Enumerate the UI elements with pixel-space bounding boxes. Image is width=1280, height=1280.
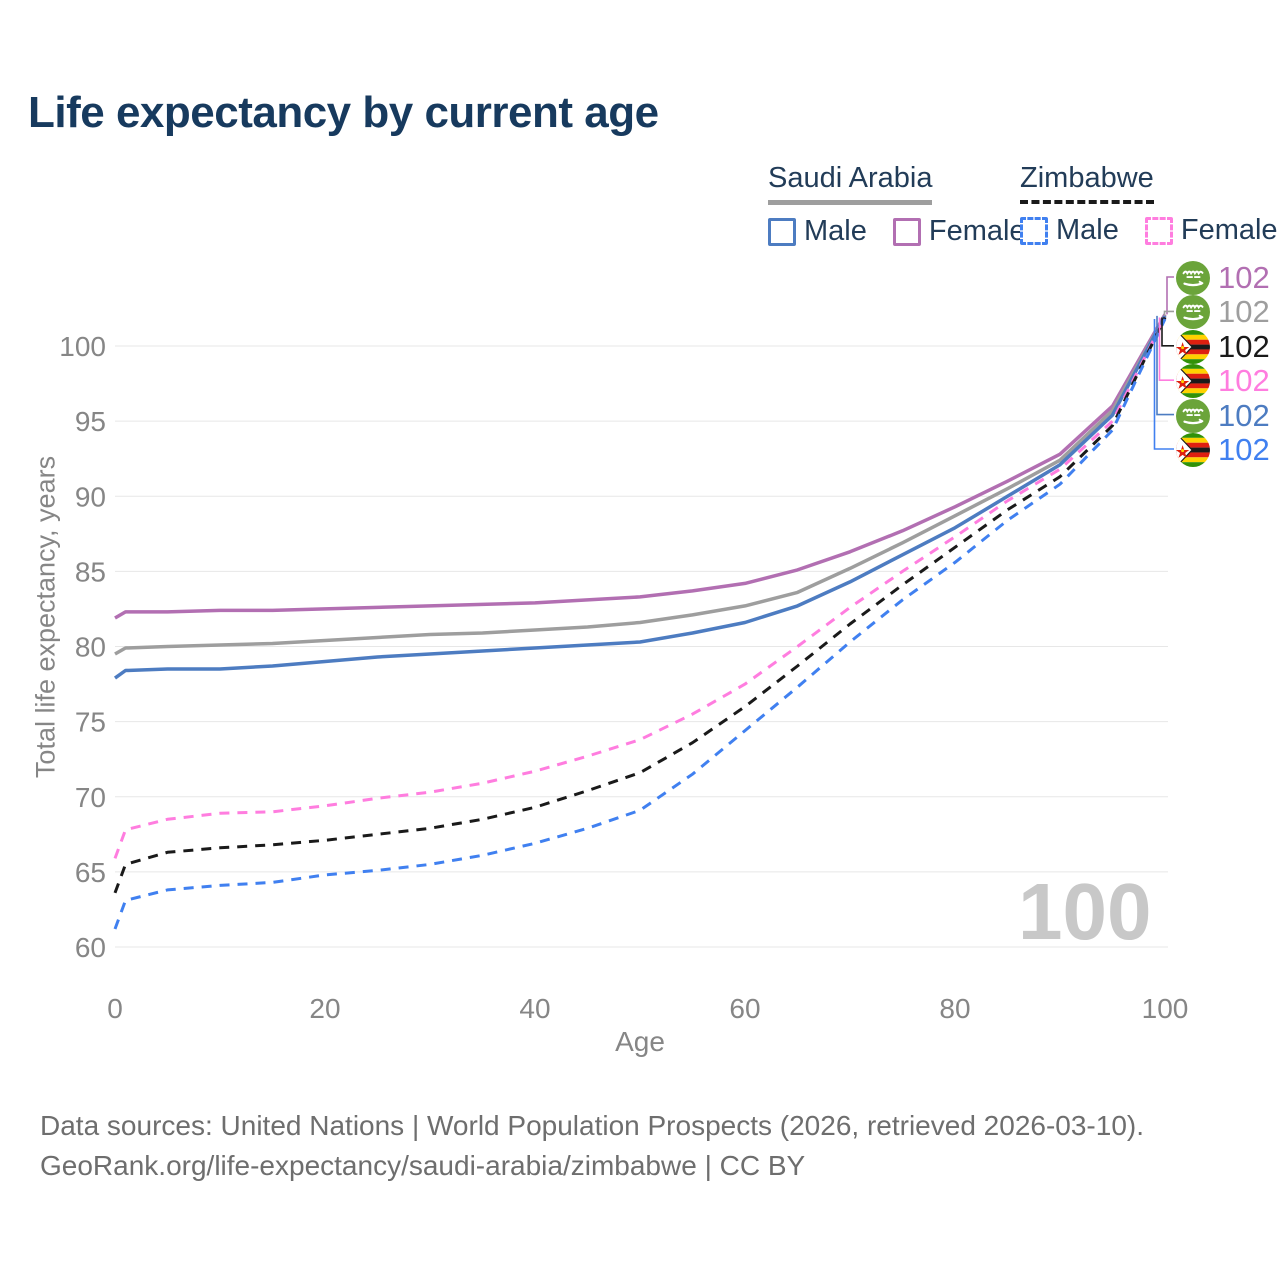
leader-line-saudi-total — [1163, 310, 1174, 316]
y-tick-label: 80 — [75, 632, 106, 663]
leader-line-zimbabwe-total — [1161, 317, 1174, 347]
flag-zimbabwe-icon — [1176, 364, 1210, 399]
end-value-zimbabwe-female: 102 — [1218, 363, 1270, 399]
end-label-saudi-female: 102 — [1176, 260, 1270, 296]
legend-item-label: Female — [928, 215, 1026, 247]
leader-line-saudi-female — [1166, 276, 1174, 315]
y-tick-label: 95 — [75, 406, 106, 437]
y-tick-label: 60 — [75, 932, 106, 963]
x-tick-label: 80 — [939, 993, 970, 1024]
legend-item-saudi-female[interactable]: Female — [892, 215, 1026, 248]
end-label-zimbabwe-male: 102 — [1176, 432, 1270, 468]
x-tick-label: 100 — [1142, 993, 1189, 1024]
x-tick-label: 0 — [107, 993, 123, 1024]
y-tick-label: 65 — [75, 857, 106, 888]
legend-item-label: Male — [1056, 214, 1119, 246]
flag-saudi-arabia-icon — [1176, 398, 1210, 433]
legend-item-saudi-male[interactable]: Male — [768, 215, 867, 248]
end-label-zimbabwe-female: 102 — [1176, 363, 1270, 399]
x-tick-label: 20 — [309, 993, 340, 1024]
series-line-zimbabwe-female[interactable] — [113, 316, 1167, 859]
legend-group-title-zimbabwe: Zimbabwe — [1020, 162, 1154, 204]
attribution-line: GeoRank.org/life-expectancy/saudi-arabia… — [40, 1150, 806, 1181]
end-value-saudi-male: 102 — [1218, 397, 1270, 433]
flag-zimbabwe-icon — [1176, 329, 1210, 364]
plot-area[interactable]: 60 65 70 75 80 85 90 95 100 0 20 40 60 80 100 Age — [0, 0, 1280, 1080]
legend-item-label: Female — [1180, 214, 1278, 246]
legend-group-title-saudi-arabia: Saudi Arabia — [768, 162, 933, 205]
series-line-zimbabwe-total[interactable] — [113, 316, 1167, 894]
y-axis-title: Total life expectancy, years — [30, 455, 61, 779]
footer: Data sources: United Nations | World Pop… — [40, 1106, 1144, 1186]
y-tick-label: 100 — [59, 331, 106, 362]
saudi-female-checkbox[interactable] — [892, 217, 921, 246]
y-tick-label: 75 — [75, 707, 106, 738]
flag-saudi-arabia-icon — [1176, 295, 1210, 330]
x-tick-label: 60 — [729, 993, 760, 1024]
y-tick-label: 85 — [75, 556, 106, 587]
legend-item-zimbabwe-female[interactable]: Female — [1144, 214, 1278, 247]
x-axis-title: Age — [615, 1026, 665, 1057]
legend-item-label: Male — [804, 215, 867, 247]
leader-line-saudi-male — [1156, 315, 1174, 416]
end-label-saudi-male: 102 — [1176, 398, 1270, 434]
end-value-saudi-female: 102 — [1218, 260, 1270, 295]
age-watermark: 100 — [1018, 867, 1152, 956]
zimbabwe-female-checkbox[interactable] — [1144, 216, 1173, 245]
x-tick-label: 40 — [519, 993, 550, 1024]
legend-group-zimbabwe: Zimbabwe Male Female — [1020, 162, 1278, 247]
data-sources-line: Data sources: United Nations | World Pop… — [40, 1110, 1145, 1141]
series-line-saudi-male[interactable] — [113, 315, 1167, 680]
series-line-saudi-female[interactable] — [114, 313, 1167, 620]
y-tick-label: 90 — [75, 481, 106, 512]
page-title: Life expectancy by current age — [28, 88, 659, 137]
y-tick-label: 70 — [75, 782, 106, 813]
end-value-saudi-total: 102 — [1218, 294, 1270, 330]
end-value-zimbabwe-total: 102 — [1218, 328, 1270, 364]
series-line-zimbabwe-male[interactable] — [113, 318, 1167, 930]
leader-line-zimbabwe-male — [1153, 319, 1174, 450]
saudi-male-checkbox[interactable] — [768, 217, 796, 246]
end-value-zimbabwe-male: 102 — [1218, 432, 1270, 467]
end-label-saudi-total: 102 — [1176, 294, 1270, 330]
flag-saudi-arabia-icon — [1176, 261, 1210, 295]
zimbabwe-male-checkbox[interactable] — [1020, 216, 1048, 245]
legend-group-saudi-arabia: Saudi Arabia Male Female — [768, 162, 1026, 248]
flag-zimbabwe-icon — [1176, 433, 1210, 467]
end-label-zimbabwe-total: 102 — [1176, 329, 1270, 365]
series-line-saudi-total[interactable] — [114, 315, 1167, 656]
leader-line-zimbabwe-female — [1158, 317, 1174, 382]
legend-item-zimbabwe-male[interactable]: Male — [1020, 214, 1119, 247]
